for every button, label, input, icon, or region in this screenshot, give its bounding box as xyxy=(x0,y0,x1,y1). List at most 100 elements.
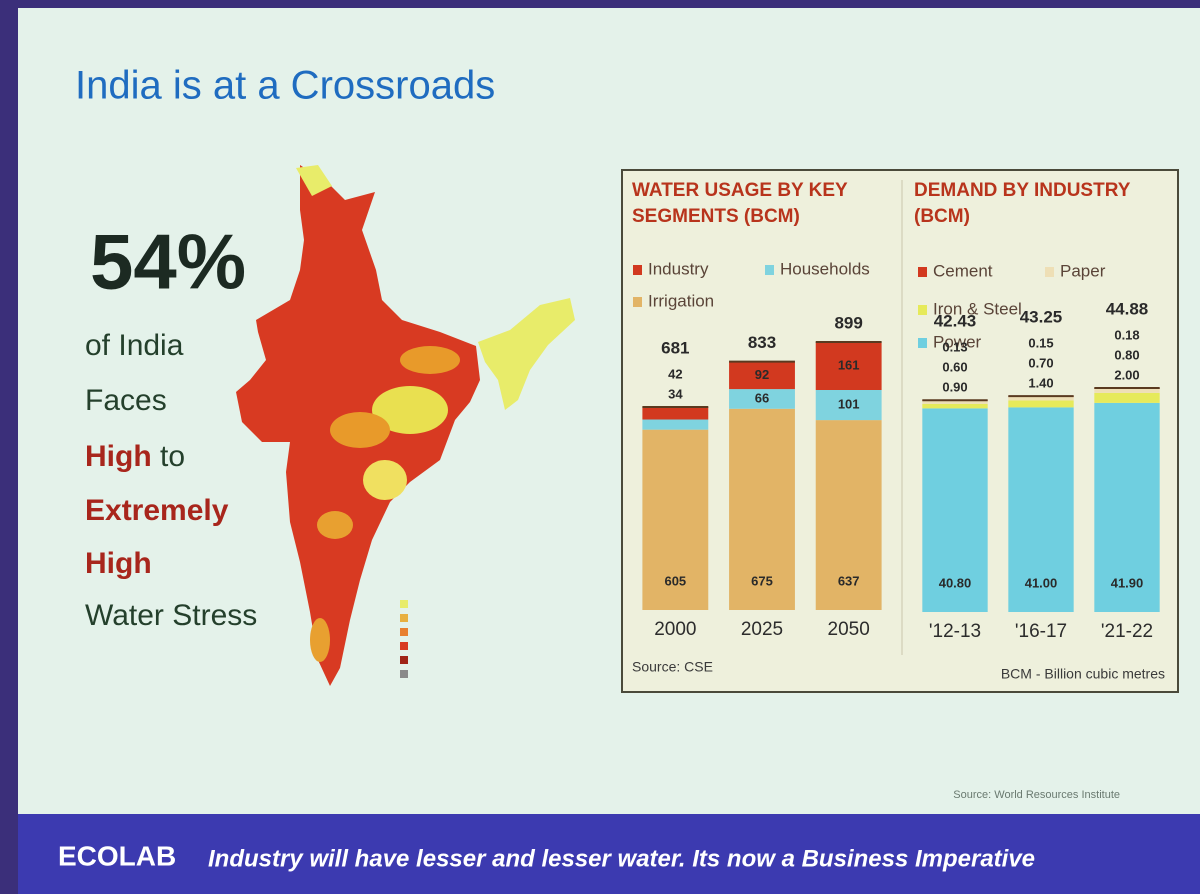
bar-segment xyxy=(922,408,988,612)
bar-segment xyxy=(922,403,988,409)
value-label: 0.15 xyxy=(1028,336,1053,351)
value-label: 161 xyxy=(838,357,860,372)
bar-segment xyxy=(729,389,795,409)
stat-line: of India xyxy=(85,329,184,362)
stat-word: to xyxy=(160,440,185,473)
chart-note: BCM - Billion cubic metres xyxy=(1001,666,1165,682)
legend-label: Paper xyxy=(1060,261,1106,280)
value-label: 40.80 xyxy=(939,575,972,590)
footer-message: Industry will have lesser and lesser wat… xyxy=(208,845,1035,872)
map-patch xyxy=(372,386,448,434)
bar-segment xyxy=(729,408,795,610)
x-tick-label: 2025 xyxy=(741,619,783,640)
value-label: 101 xyxy=(838,396,860,411)
india-map xyxy=(236,165,575,686)
bar-segment xyxy=(815,389,882,421)
legend-label: Households xyxy=(780,259,870,278)
map-legend-swatch xyxy=(400,628,408,636)
x-tick-label: 2000 xyxy=(654,619,696,640)
chart-source: Source: CSE xyxy=(632,659,713,675)
chart-title-box: DEMAND BY INDUSTRY (BCM) xyxy=(914,180,1131,227)
stat-line: Faces xyxy=(85,384,167,417)
stat-line: Water Stress xyxy=(85,599,257,632)
footer-bar xyxy=(18,814,1200,894)
legend-label: Iron & Steel xyxy=(933,299,1022,318)
value-label: 0.13 xyxy=(942,340,967,355)
x-tick-label: 2050 xyxy=(828,619,870,640)
value-label: 0.90 xyxy=(942,380,967,395)
value-label: 42 xyxy=(668,366,682,381)
map-northeast xyxy=(478,298,575,410)
legend-swatch xyxy=(1045,267,1054,277)
x-tick-label: '12-13 xyxy=(929,621,981,642)
value-label: 92 xyxy=(755,367,769,382)
value-label: 605 xyxy=(664,573,686,588)
value-label: 66 xyxy=(755,390,769,405)
value-label: 0.80 xyxy=(1114,347,1139,362)
map-patch xyxy=(310,618,330,662)
map-legend-swatch xyxy=(400,642,408,650)
value-label: 41.90 xyxy=(1111,575,1144,590)
bar-segment xyxy=(1094,392,1160,403)
bar-segment xyxy=(729,361,795,390)
bar-segment xyxy=(815,342,882,390)
legend-swatch xyxy=(918,305,927,315)
value-label: 0.60 xyxy=(942,360,967,375)
bar-segment xyxy=(922,400,988,404)
map-legend xyxy=(400,600,408,678)
stat-line: High to xyxy=(85,440,185,473)
value-label: 1.40 xyxy=(1028,376,1053,391)
chart-panel xyxy=(621,169,1179,693)
value-label: 0.18 xyxy=(1114,327,1139,342)
chart-title: WATER USAGE BY KEY SEGMENTS (BCM) xyxy=(632,180,848,227)
bar-segment xyxy=(642,429,709,610)
legend-label: Power xyxy=(933,332,982,351)
slide-title: India is at a Crossroads xyxy=(75,64,495,108)
bar-segment xyxy=(1008,400,1074,408)
legend-label: Industry xyxy=(648,259,709,278)
legend-swatch xyxy=(633,297,642,307)
bar-segment xyxy=(815,420,882,610)
charts: Industry Households Irrigation 605 34 42 681 20… xyxy=(633,259,1160,642)
footer-logo: ECOLAB xyxy=(58,840,176,871)
legend-swatch xyxy=(633,265,642,275)
value-label: 0.70 xyxy=(1028,356,1053,371)
value-label: 675 xyxy=(751,573,773,588)
bar-segment xyxy=(1008,407,1074,612)
bar-segment xyxy=(1008,396,1074,401)
chart-title: DEMAND BY INDUSTRY (BCM) xyxy=(914,180,1131,227)
bar-segment xyxy=(1094,402,1160,612)
total-label: 43.25 xyxy=(1020,308,1063,327)
value-label: 2.00 xyxy=(1114,367,1139,382)
stat-emphasis: High xyxy=(85,440,152,473)
map-kashmir-tip xyxy=(296,165,332,196)
legend-swatch xyxy=(765,265,774,275)
total-label: 681 xyxy=(661,338,689,357)
legend-swatch xyxy=(918,267,927,277)
legend-label: Cement xyxy=(933,261,993,280)
map-patch xyxy=(400,346,460,374)
map-legend-swatch xyxy=(400,670,408,678)
stat-line: High xyxy=(85,547,152,580)
map-legend-swatch xyxy=(400,614,408,622)
total-label: 42.43 xyxy=(934,312,977,331)
x-tick-label: '21-22 xyxy=(1101,621,1153,642)
map-legend-swatch xyxy=(400,600,408,608)
x-tick-label: '16-17 xyxy=(1015,621,1067,642)
map-source: Source: World Resources Institute xyxy=(953,789,1120,801)
total-label: 44.88 xyxy=(1106,299,1149,318)
legend-label: Irrigation xyxy=(648,291,714,310)
map-patch xyxy=(317,511,353,539)
bar-segment xyxy=(1094,388,1160,393)
total-label: 833 xyxy=(748,333,776,352)
map-patch xyxy=(363,460,407,500)
map-legend-swatch xyxy=(400,656,408,664)
value-label: 637 xyxy=(838,573,860,588)
stat-line: Extremely xyxy=(85,494,229,527)
bar-segment xyxy=(642,406,709,420)
value-label: 34 xyxy=(668,386,683,401)
legend-swatch xyxy=(918,338,927,348)
bar-segment xyxy=(642,419,709,430)
chart-title-box: WATER USAGE BY KEY SEGMENTS (BCM) xyxy=(632,180,848,227)
